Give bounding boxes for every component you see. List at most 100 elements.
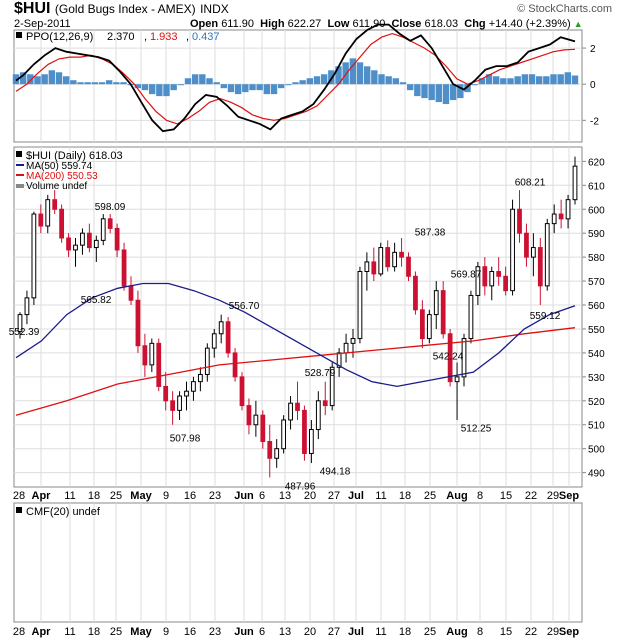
histogram-bar <box>177 84 185 86</box>
x-axis-label: 29 <box>547 490 559 502</box>
close-value: 618.03 <box>424 18 459 30</box>
histogram-bar <box>464 84 471 93</box>
candle-body <box>406 256 411 277</box>
candle-body <box>419 309 425 340</box>
candle-body <box>440 290 446 335</box>
candle-body <box>489 271 495 287</box>
exchange-label: INDX <box>200 2 229 16</box>
histogram-bar <box>378 74 385 85</box>
x-axis-label: 9 <box>163 490 169 502</box>
x-axis-label: Sep <box>559 490 579 502</box>
candle-body <box>114 227 120 251</box>
histogram-bar <box>521 74 529 85</box>
x-axis-label: 6 <box>259 490 265 502</box>
ppo-legend-label: PPO(12,26,9) <box>26 31 93 43</box>
histogram-bar <box>320 74 328 85</box>
x-axis-label-bottom: Jun <box>234 626 254 638</box>
stockcharts-logo[interactable]: © StockCharts.com <box>517 3 612 15</box>
histogram-bar <box>528 74 536 85</box>
histogram-bar <box>392 78 400 85</box>
change-value: +14.40 (+2.39%) <box>488 18 571 30</box>
histogram-bar <box>492 76 500 85</box>
histogram-bar <box>41 74 48 85</box>
x-axis-label: 11 <box>64 490 75 502</box>
histogram-bar <box>34 76 41 85</box>
price-y-tick-label: 530 <box>588 373 605 384</box>
price-annotation: 542.24 <box>433 352 464 363</box>
candle-body <box>281 419 287 450</box>
ppo-legend-swatch <box>16 32 22 38</box>
ppo-y-tick-label: 0 <box>590 80 596 91</box>
price-annotation: 565.82 <box>81 295 112 306</box>
candle-body <box>530 247 536 258</box>
price-legend: $HUI (Daily) 618.03 MA(50) 559.74 MA(200… <box>16 150 123 192</box>
histogram-bar <box>70 80 77 85</box>
x-axis-label-bottom: 18 <box>88 626 100 638</box>
candle-body <box>204 347 210 375</box>
candle-body <box>66 237 71 251</box>
histogram-bar <box>313 76 321 85</box>
volume-legend-swatch <box>16 184 24 188</box>
candle-body <box>378 247 384 275</box>
x-axis-label: 18 <box>399 490 411 502</box>
x-axis-label-bottom: 25 <box>424 626 436 638</box>
candle-body <box>45 199 51 227</box>
price-plot: 552.39 598.09 565.82 507.98 556.70 528.79 487.… <box>9 156 578 493</box>
histogram-legend-value: 0.437 <box>192 31 220 43</box>
price-panel-frame <box>13 146 583 488</box>
signal-line <box>15 32 576 125</box>
candle-body <box>260 414 266 443</box>
change-label: Chg <box>464 18 486 30</box>
candle-body <box>413 275 418 311</box>
ma200-legend-label: MA(200) 550.53 <box>26 171 98 182</box>
histogram-bar <box>270 84 278 95</box>
candle-body <box>510 208 515 292</box>
candle-body <box>288 402 293 421</box>
axis-labels: 20-2620610600590580570560550540530520510… <box>13 44 605 638</box>
histogram-bar <box>263 84 271 95</box>
histogram-bar <box>399 82 407 85</box>
histogram-bar <box>199 74 206 85</box>
candle-body <box>135 299 141 347</box>
open-value: 611.90 <box>221 18 255 30</box>
price-y-tick-label: 540 <box>588 349 605 360</box>
candle-body <box>267 441 273 459</box>
x-axis-label-bottom: 11 <box>64 626 75 638</box>
histogram-bar <box>478 78 486 85</box>
histogram-bar <box>62 76 70 85</box>
price-annotation: 487.96 <box>285 482 316 493</box>
ma200-legend-swatch <box>16 174 24 176</box>
candle-body <box>357 271 363 340</box>
ppo-legend-value: 2.370 <box>107 31 135 43</box>
candle-body <box>399 251 404 258</box>
candle-body <box>184 390 189 397</box>
candle-body <box>149 342 155 366</box>
histogram-bar <box>91 82 99 85</box>
histogram-bar <box>285 84 292 86</box>
histogram-bar <box>471 84 478 86</box>
candle-body <box>343 342 349 354</box>
candle-body <box>475 266 481 296</box>
price-annotation: 559.12 <box>530 311 561 322</box>
histogram-bar <box>435 84 443 103</box>
histogram-bar <box>227 84 235 93</box>
histogram-bar <box>385 76 392 85</box>
x-axis-label-bottom: 28 <box>13 626 25 638</box>
candle-body <box>364 261 370 273</box>
histogram-bar <box>206 78 213 85</box>
x-axis-label-bottom: 29 <box>547 626 559 638</box>
x-axis-label: 23 <box>209 490 221 502</box>
candle-body <box>52 199 58 210</box>
candle-body <box>544 223 550 287</box>
price-annotation: 587.38 <box>415 227 446 238</box>
candle-body <box>322 400 328 407</box>
price-y-tick-label: 560 <box>588 301 605 312</box>
price-annotation: 598.09 <box>95 202 126 213</box>
ppo-plot <box>12 23 579 133</box>
histogram-bar <box>220 84 228 89</box>
candle-body <box>24 297 30 316</box>
histogram-bar <box>170 84 177 91</box>
histogram-bar <box>98 82 106 85</box>
candle-body <box>218 321 224 335</box>
